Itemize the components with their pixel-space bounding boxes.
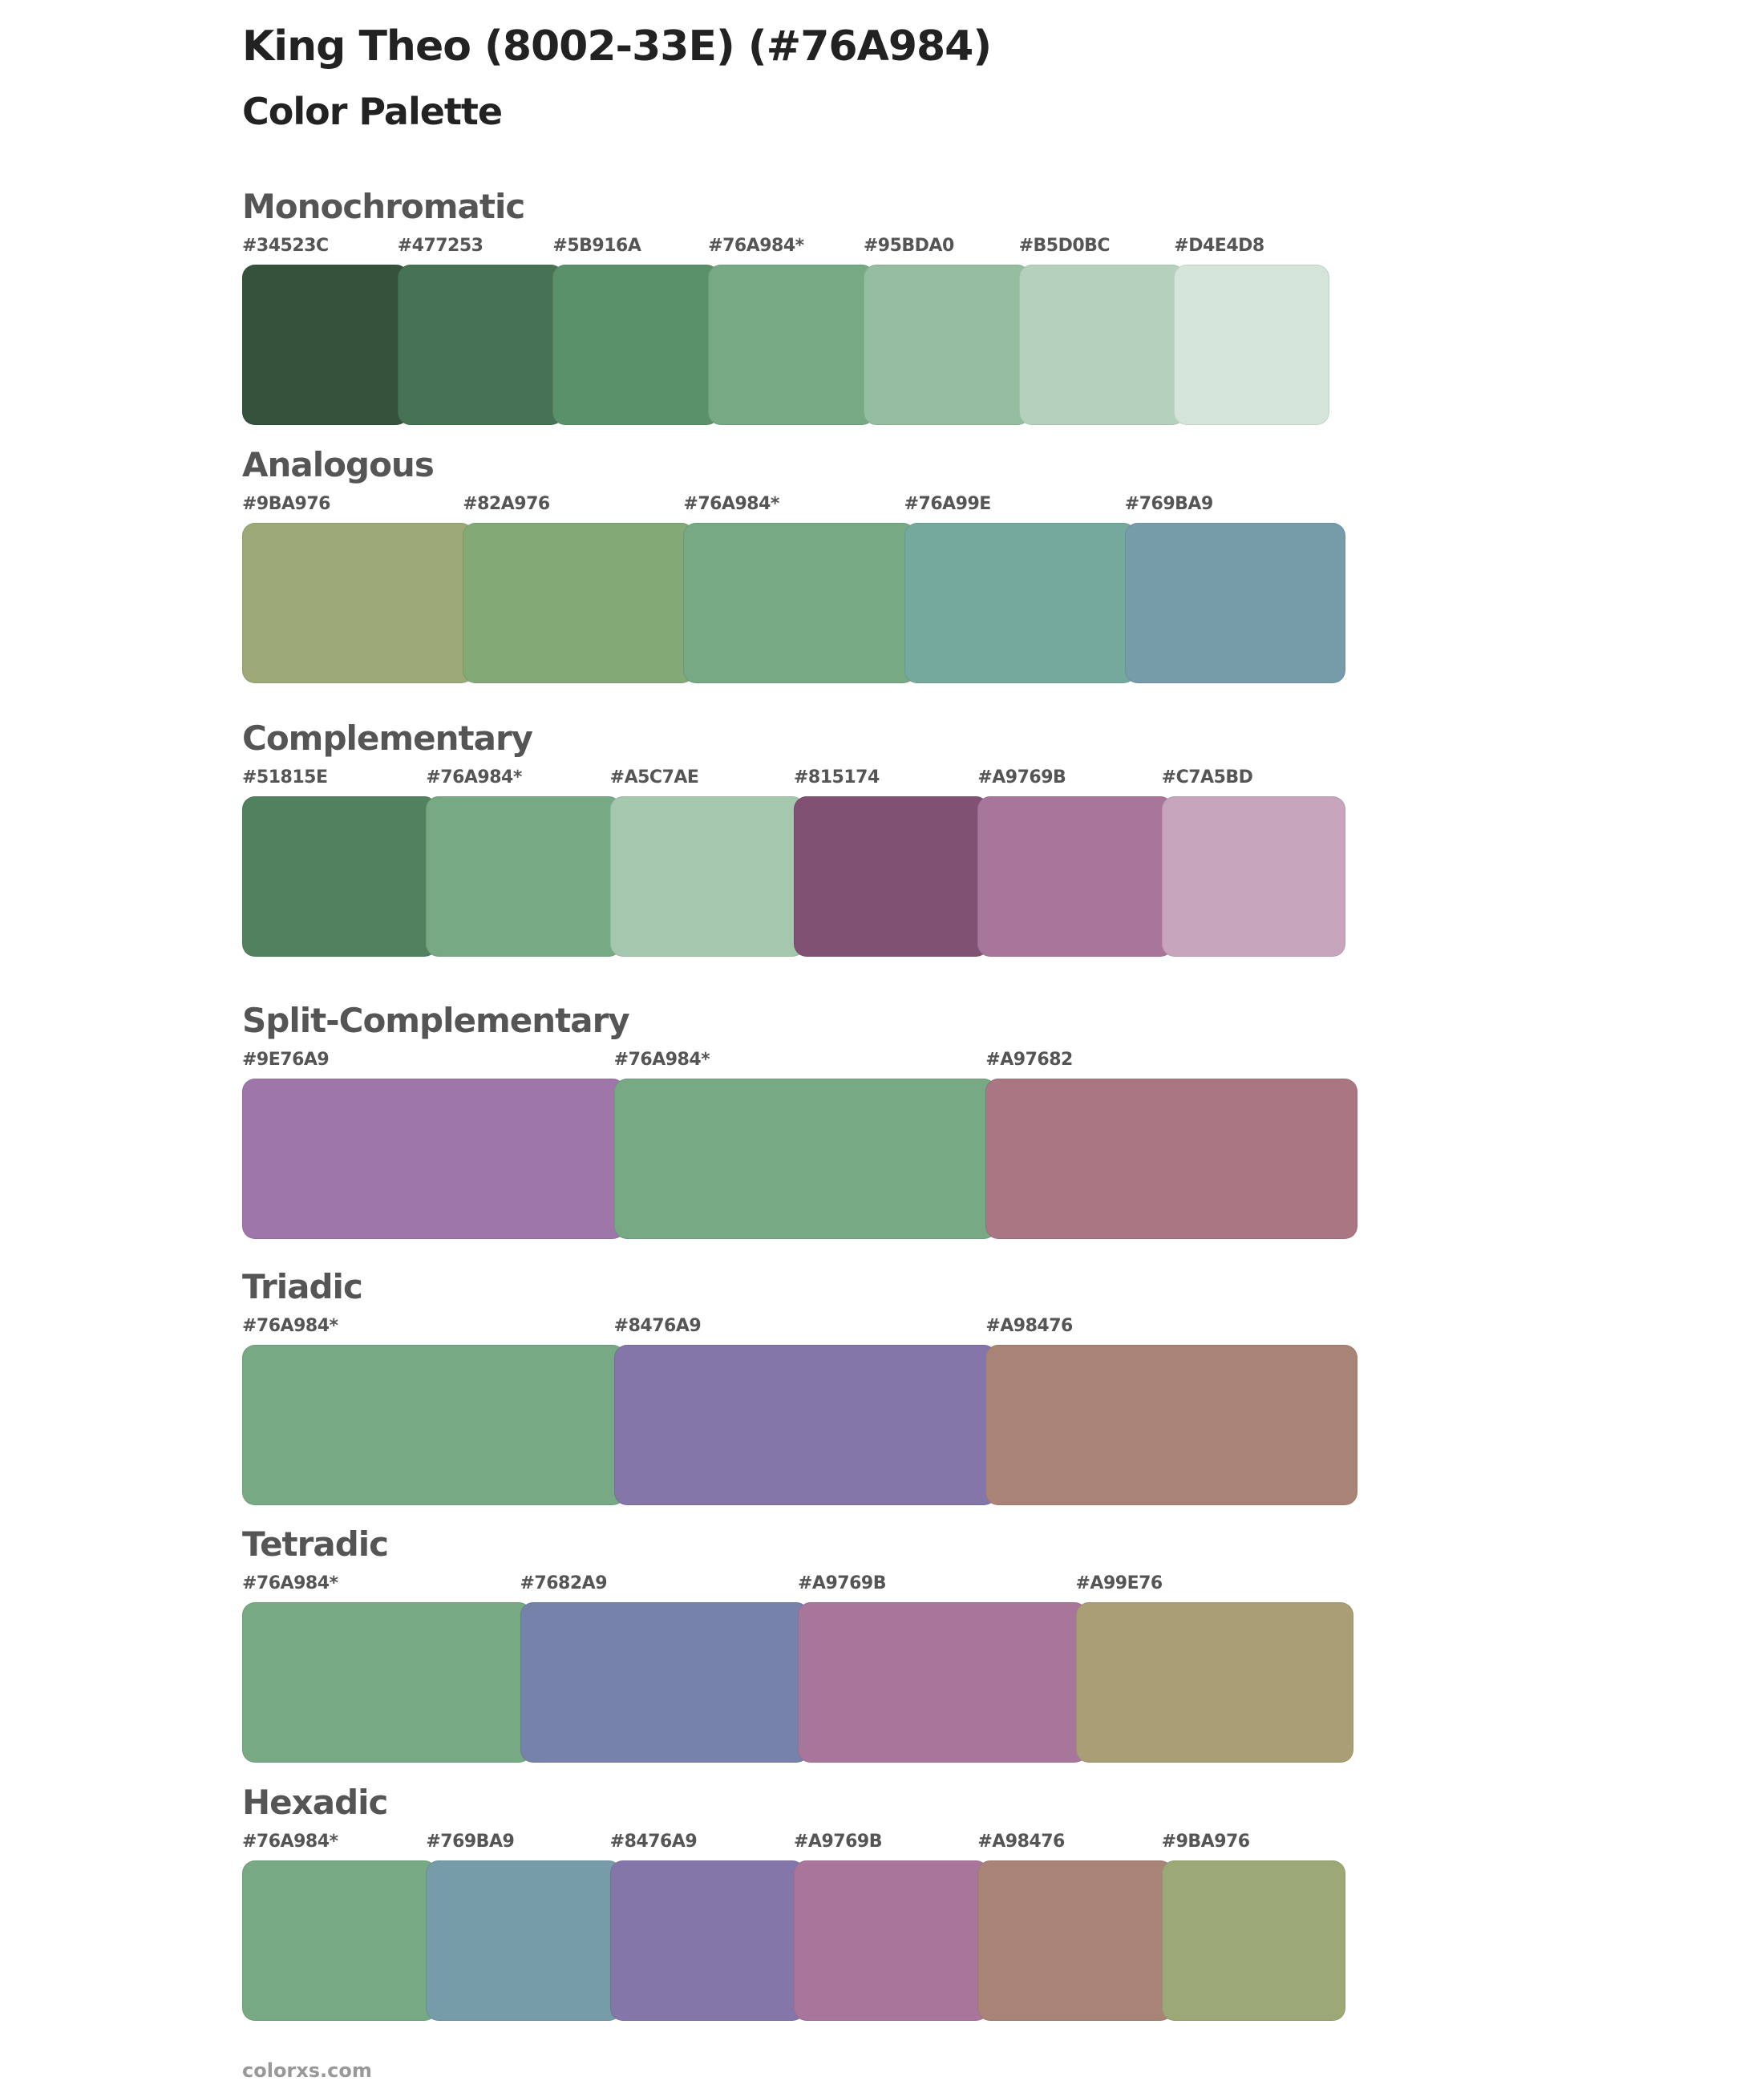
swatch-labels: #76A984* #8476A9 #A98476 [242,1316,1357,1345]
color-swatch[interactable] [520,1602,809,1763]
swatch-row [242,1860,1345,2021]
color-swatch[interactable] [1161,796,1345,957]
color-swatch[interactable] [977,1860,1173,2021]
color-swatch[interactable] [1174,265,1329,425]
swatch-labels: #9BA976 #82A976 #76A984* #76A99E #769BA9 [242,494,1345,523]
section-triadic: Triadic #76A984* #8476A9 #A98476 [242,1265,1357,1505]
color-swatch[interactable] [1018,265,1186,425]
color-swatch[interactable] [863,265,1030,425]
swatch-row [242,265,1329,425]
color-swatch[interactable] [397,265,564,425]
page-subtitle: Color Palette [242,90,503,133]
swatch-row [242,1602,1353,1763]
swatch-hex-label: #A5C7AE [609,767,699,787]
color-swatch[interactable] [683,523,916,683]
swatch-hex-label: #95BDA0 [863,236,954,256]
swatch-hex-label: #76A99E [904,494,992,514]
section-heading: Analogous [242,445,435,484]
swatch-labels: #9E76A9 #76A984* #A97682 [242,1050,1357,1079]
swatch-hex-label: #A9769B [798,1573,886,1593]
swatch-hex-label: #8476A9 [613,1316,702,1336]
section-heading: Triadic [242,1267,363,1306]
color-swatch[interactable] [242,1345,625,1505]
section-heading: Monochromatic [242,187,525,226]
swatch-hex-label: #76A984* [426,767,522,787]
color-swatch[interactable] [985,1079,1357,1239]
swatch-hex-label: #815174 [794,767,880,787]
section-split-complementary: Split-Complementary #9E76A9 #76A984* #A9768… [242,998,1357,1239]
color-swatch[interactable] [609,1860,805,2021]
color-swatch[interactable] [1161,1860,1345,2021]
swatch-hex-label: #C7A5BD [1161,767,1253,787]
color-swatch[interactable] [242,1602,532,1763]
color-swatch[interactable] [552,265,720,425]
section-tetradic: Tetradic #76A984* #7682A9 #A9769B #A99E76 [242,1522,1353,1763]
swatch-hex-label: #B5D0BC [1018,236,1111,256]
color-swatch[interactable] [708,265,875,425]
swatch-labels: #34523C #477253 #5B916A #76A984* #95BDA0 #B5D… [242,236,1329,265]
color-swatch[interactable] [613,1079,997,1239]
swatch-labels: #76A984* #7682A9 #A9769B #A99E76 [242,1573,1353,1602]
swatch-hex-label: #76A984* [708,236,804,256]
swatch-row [242,1079,1357,1239]
color-swatch[interactable] [1124,523,1345,683]
swatch-hex-label: #76A984* [683,494,779,514]
section-heading: Complementary [242,719,533,758]
color-swatch[interactable] [1075,1602,1353,1763]
color-swatch[interactable] [242,1860,438,2021]
color-swatch[interactable] [794,1860,989,2021]
color-swatch[interactable] [904,523,1136,683]
swatch-row [242,1345,1357,1505]
swatch-row [242,523,1345,683]
section-heading: Split-Complementary [242,1001,630,1040]
color-swatch[interactable] [242,265,409,425]
swatch-hex-label: #A98476 [985,1316,1073,1336]
color-swatch[interactable] [242,1079,625,1239]
color-swatch[interactable] [794,796,989,957]
swatch-labels: #51815E #76A984* #A5C7AE #815174 #A9769B #C7A… [242,767,1345,796]
swatch-hex-label: #A9769B [794,1832,882,1852]
swatch-hex-label: #D4E4D8 [1174,236,1264,256]
footer-site-link[interactable]: colorxs.com [242,2059,372,2082]
swatch-hex-label: #769BA9 [1124,494,1213,514]
color-swatch[interactable] [798,1602,1087,1763]
section-monochromatic: Monochromatic #34523C #477253 #5B916A #76A98… [242,184,1329,425]
color-swatch[interactable] [242,796,438,957]
swatch-hex-label: #5B916A [552,236,641,256]
swatch-hex-label: #76A984* [242,1832,338,1852]
swatch-hex-label: #A9769B [977,767,1066,787]
swatch-labels: #76A984* #769BA9 #8476A9 #A9769B #A98476 #9BA… [242,1832,1345,1860]
color-swatch[interactable] [426,1860,621,2021]
color-swatch[interactable] [977,796,1173,957]
swatch-hex-label: #34523C [242,236,329,256]
section-analogous: Analogous #9BA976 #82A976 #76A984* #76A99E #7… [242,443,1345,683]
section-heading: Hexadic [242,1783,388,1822]
swatch-hex-label: #8476A9 [609,1832,698,1852]
swatch-hex-label: #9E76A9 [242,1050,330,1070]
swatch-hex-label: #51815E [242,767,328,787]
swatch-row [242,796,1345,957]
swatch-hex-label: #A99E76 [1075,1573,1163,1593]
swatch-hex-label: #76A984* [242,1316,338,1336]
section-complementary: Complementary #51815E #76A984* #A5C7AE #8151… [242,716,1345,957]
swatch-hex-label: #769BA9 [426,1832,515,1852]
swatch-hex-label: #9BA976 [1161,1832,1250,1852]
color-swatch[interactable] [426,796,621,957]
section-hexadic: Hexadic #76A984* #769BA9 #8476A9 #A9769B #A98… [242,1780,1345,2021]
section-heading: Tetradic [242,1524,389,1564]
swatch-hex-label: #9BA976 [242,494,330,514]
swatch-hex-label: #477253 [397,236,483,256]
color-swatch[interactable] [613,1345,997,1505]
swatch-hex-label: #76A984* [613,1050,710,1070]
swatch-hex-label: #76A984* [242,1573,338,1593]
color-swatch[interactable] [463,523,695,683]
swatch-hex-label: #7682A9 [520,1573,608,1593]
color-swatch[interactable] [609,796,805,957]
color-swatch[interactable] [985,1345,1357,1505]
color-swatch[interactable] [242,523,475,683]
page-title: King Theo (8002-33E) (#76A984) [242,22,992,71]
swatch-hex-label: #A98476 [977,1832,1065,1852]
swatch-hex-label: #A97682 [985,1050,1073,1070]
swatch-hex-label: #82A976 [463,494,550,514]
